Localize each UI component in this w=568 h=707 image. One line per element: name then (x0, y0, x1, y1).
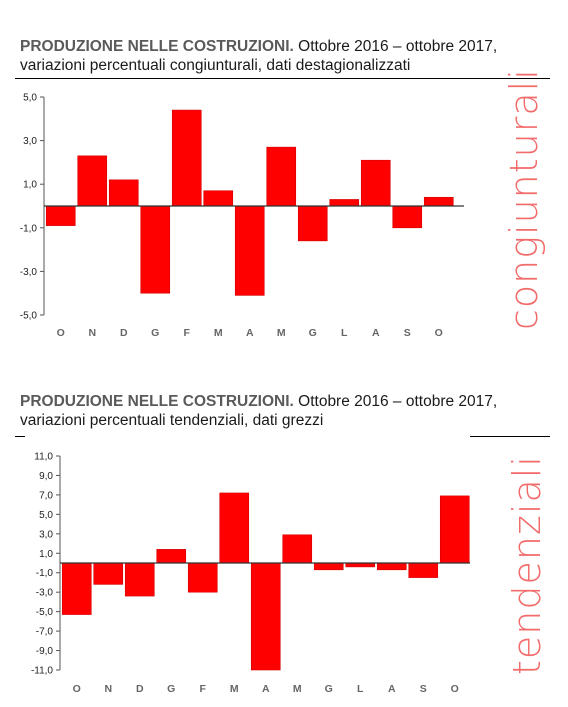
chart1-category-label: O (57, 327, 65, 339)
chart2-y-tick-label: 9,0 (39, 471, 53, 482)
chart1-category-label: N (88, 327, 96, 339)
chart1-y-tick-label: -3,0 (20, 267, 38, 278)
chart2-bar (250, 562, 281, 671)
chart2-title-rule-right (470, 436, 550, 437)
chart2-category-label: O (451, 683, 459, 695)
chart2-title-rule-left (15, 436, 25, 437)
chart2-y-tick-label: 1,0 (39, 549, 53, 560)
chart2-bar (313, 562, 344, 571)
chart2-bar (408, 562, 439, 578)
chart2-bar (376, 562, 407, 571)
chart1-category-label: F (184, 327, 191, 339)
chart2-bar (282, 534, 313, 564)
chart2-category-label: F (200, 683, 207, 695)
chart1-y-tick-label: -5,0 (20, 311, 38, 322)
chart2-bar (124, 562, 155, 597)
chart2-category-label: A (262, 683, 270, 695)
chart2-bar (439, 495, 470, 564)
chart2-y-tick-label: -7,0 (36, 627, 54, 638)
chart1-y-tick-label: 5,0 (23, 93, 37, 104)
chart2-category-label: M (293, 683, 302, 695)
chart1-category-label: G (309, 327, 317, 339)
chart2-y-tick-label: -1,0 (36, 568, 54, 579)
chart1-bar (234, 205, 265, 296)
chart1-category-label: O (435, 327, 443, 339)
chart1-title: PRODUZIONE NELLE COSTRUZIONI. Ottobre 20… (20, 37, 550, 75)
chart2-bar (187, 562, 218, 593)
chart1-category-label: A (372, 327, 380, 339)
chart1-y-tick-label: 3,0 (23, 136, 37, 147)
chart2-title-bold: PRODUZIONE NELLE COSTRUZIONI. (20, 393, 294, 410)
chart1-bar (203, 190, 234, 207)
chart2-category-label: A (388, 683, 396, 695)
chart1-bar (329, 199, 360, 207)
chart2-y-tick-label: -9,0 (36, 646, 54, 657)
chart2-category-label: S (420, 683, 427, 695)
chart1-bar (423, 196, 454, 207)
chart1-title-rule (15, 78, 550, 79)
chart1-bar (171, 109, 202, 207)
chart1-title-rest: Ottobre 2016 – ottobre 2017, variazioni … (20, 38, 498, 74)
chart1-title-bold: PRODUZIONE NELLE COSTRUZIONI. (20, 38, 294, 55)
chart2-y-tick-label: 7,0 (39, 490, 53, 501)
chart1-category-label: A (246, 327, 254, 339)
chart2-category-label: N (104, 683, 112, 695)
chart1-category-label: D (120, 327, 128, 339)
chart2-y-tick-label: -11,0 (31, 666, 53, 677)
chart1-bar (45, 205, 76, 226)
chart2-y-tick-label: 5,0 (39, 510, 53, 521)
chart1-y-tick-label: -1,0 (20, 223, 38, 234)
chart1-bar (392, 205, 423, 229)
chart2-bar (156, 549, 187, 564)
chart1-category-label: M (277, 327, 286, 339)
chart1-bar (77, 155, 108, 207)
chart2-bar (61, 562, 92, 615)
chart1-bar (140, 205, 171, 294)
chart1-category-label: G (151, 327, 159, 339)
chart1-category-label: L (341, 327, 348, 339)
chart1-bar (360, 159, 391, 207)
chart2-title-rest: Ottobre 2016 – ottobre 2017, variazioni … (20, 393, 498, 429)
chart2-category-label: G (325, 683, 333, 695)
chart2-category-label: D (136, 683, 144, 695)
chart1-bar (266, 146, 297, 207)
chart2-category-label: L (357, 683, 364, 695)
chart1-category-label: S (404, 327, 411, 339)
chart2-category-label: O (73, 683, 81, 695)
chart2-bar (93, 562, 124, 585)
chart2-category-label: G (167, 683, 175, 695)
chart2-y-tick-label: 11,0 (34, 452, 53, 463)
chart2-y-tick-label: -3,0 (36, 588, 54, 599)
chart2-y-tick-label: -5,0 (36, 607, 54, 618)
chart2-y-tick-label: 3,0 (39, 529, 53, 540)
chart1-bar (108, 179, 139, 207)
chart2-category-label: M (230, 683, 239, 695)
chart2-bar (219, 492, 250, 564)
chart2-title: PRODUZIONE NELLE COSTRUZIONI. Ottobre 20… (20, 392, 550, 430)
chart1-bar (297, 205, 328, 242)
chart1-y-tick-label: 1,0 (23, 180, 37, 191)
chart1-category-label: M (214, 327, 223, 339)
